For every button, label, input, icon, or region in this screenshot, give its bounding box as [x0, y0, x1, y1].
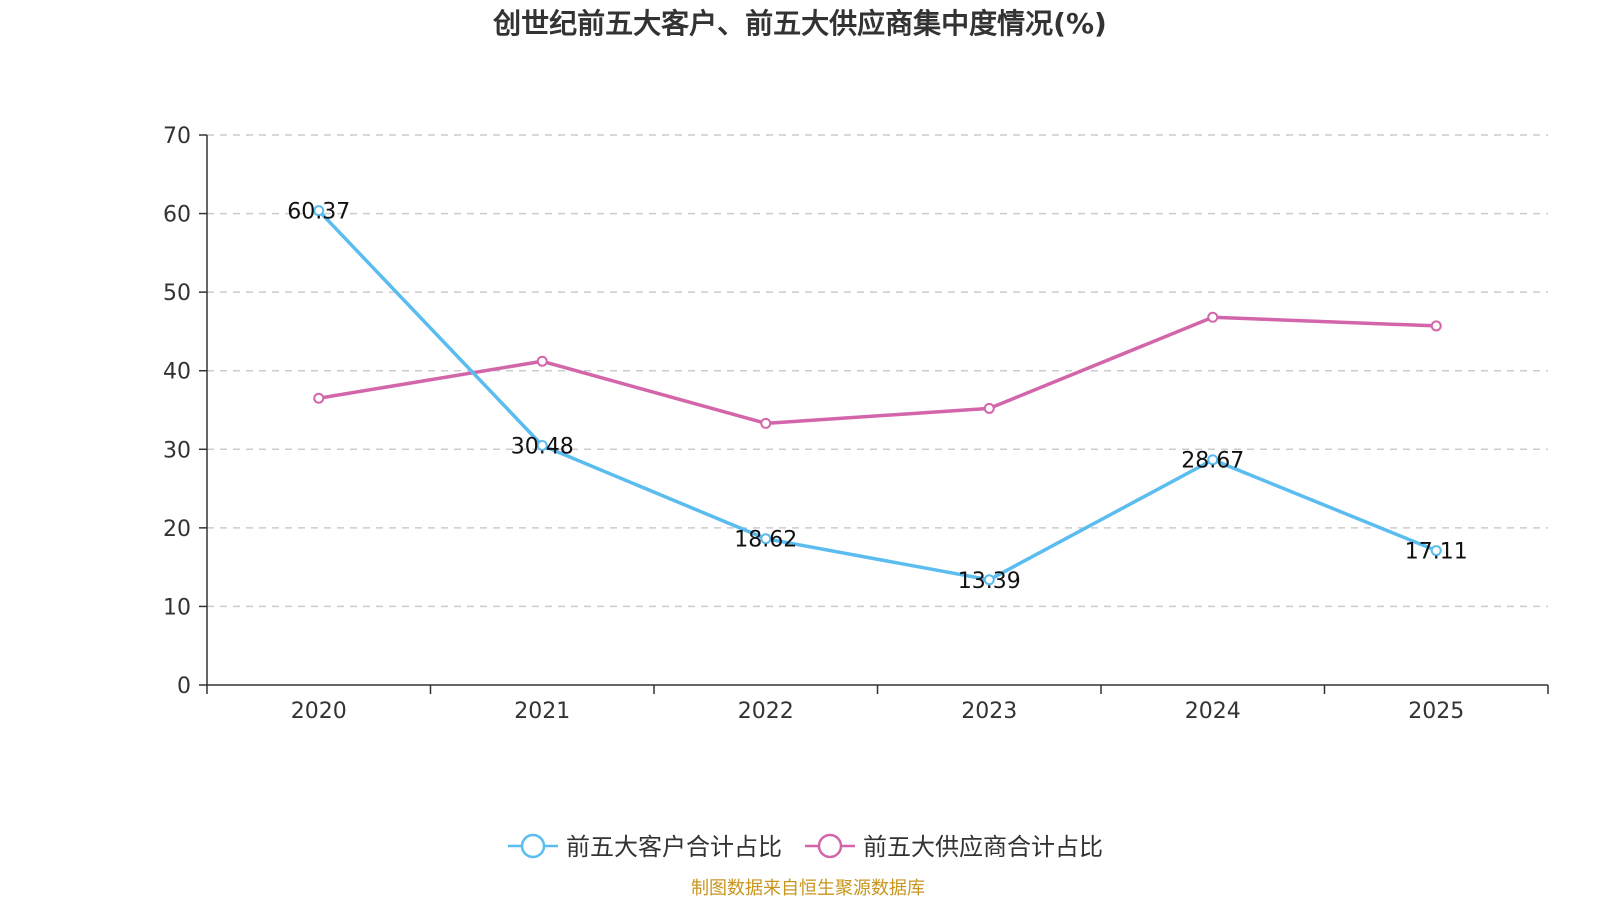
data-point-supplier — [313, 392, 325, 404]
data-label: 30.48 — [511, 435, 574, 460]
axes — [206, 135, 1548, 686]
series-group — [313, 205, 1442, 586]
chart-title: 创世纪前五大客户、前五大供应商集中度情况(%) — [492, 7, 1107, 40]
y-tick-label: 50 — [163, 281, 191, 306]
data-point-supplier — [1207, 311, 1219, 323]
x-tick-label: 2020 — [291, 699, 347, 724]
data-point-supplier — [536, 355, 548, 367]
data-point-supplier — [760, 417, 772, 429]
y-tick-label: 20 — [163, 517, 191, 542]
data-point-customer — [536, 440, 548, 452]
data-point-customer — [1207, 454, 1219, 466]
legend: 前五大客户合计占比 前五大供应商合计占比 — [508, 833, 1103, 861]
x-axis-ticks: 2020 2021 2022 2023 2024 2025 — [206, 685, 1549, 724]
legend-swatch-marker — [520, 833, 546, 859]
data-point-supplier — [1430, 320, 1442, 332]
legend-label: 前五大供应商合计占比 — [863, 833, 1103, 861]
data-label: 28.67 — [1181, 449, 1244, 474]
y-tick-label: 60 — [163, 203, 191, 228]
source-text: 制图数据来自恒生聚源数据库 — [691, 878, 925, 899]
legend-swatch-marker — [817, 833, 843, 859]
y-tick-label: 0 — [177, 674, 191, 699]
x-tick-label: 2023 — [961, 699, 1017, 724]
series-line-supplier — [318, 315, 1437, 426]
x-tick-label: 2025 — [1408, 699, 1464, 724]
data-label: 13.39 — [958, 569, 1021, 594]
legend-item: 前五大客户合计占比 — [508, 833, 782, 861]
x-tick-label: 2022 — [738, 699, 794, 724]
x-tick-label: 2024 — [1185, 699, 1241, 724]
data-point-customer — [983, 574, 995, 586]
grid-lines — [207, 134, 1548, 608]
data-point-customer — [760, 533, 772, 545]
legend-label: 前五大客户合计占比 — [566, 833, 782, 861]
data-point-customer — [313, 205, 325, 217]
series-line-customer — [317, 209, 1437, 582]
y-tick-label: 10 — [163, 595, 191, 620]
y-tick-label: 70 — [163, 124, 191, 149]
data-label: 60.37 — [287, 200, 350, 225]
data-labels: 60.37 30.48 18.62 13.39 28.67 17.11 — [287, 200, 1467, 594]
x-tick-label: 2021 — [514, 699, 570, 724]
y-axis-ticks: 0 10 20 30 40 50 60 70 — [163, 124, 207, 699]
data-label: 17.11 — [1405, 540, 1468, 565]
data-label: 18.62 — [734, 528, 797, 553]
data-point-customer — [1430, 545, 1442, 557]
y-tick-label: 30 — [163, 438, 191, 463]
data-point-supplier — [983, 402, 995, 414]
legend-item: 前五大供应商合计占比 — [805, 833, 1103, 861]
y-tick-label: 40 — [163, 360, 191, 385]
